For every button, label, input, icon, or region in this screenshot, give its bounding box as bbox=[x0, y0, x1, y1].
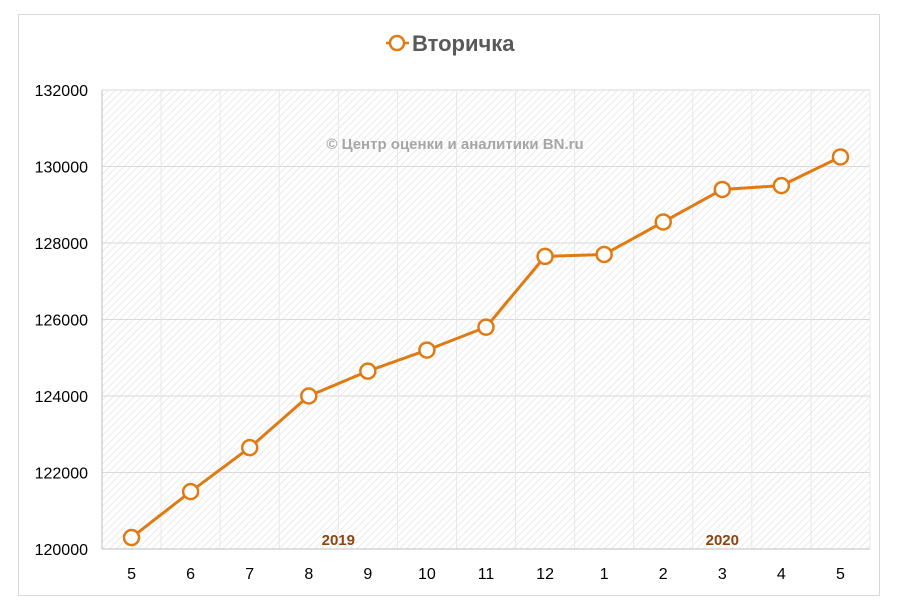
x-tick-label: 3 bbox=[718, 566, 727, 583]
chart-title: Вторичка bbox=[412, 31, 515, 56]
y-tick-label: 126000 bbox=[35, 313, 88, 330]
x-tick-label: 4 bbox=[777, 566, 786, 583]
x-tick-label: 6 bbox=[186, 566, 195, 583]
legend-marker bbox=[388, 34, 406, 52]
data-point bbox=[772, 176, 791, 195]
x-tick-label: 10 bbox=[418, 566, 436, 583]
year-labels: 2019 2020 bbox=[322, 532, 739, 549]
y-tick-label: 122000 bbox=[35, 466, 88, 483]
data-point bbox=[477, 318, 495, 336]
data-point bbox=[300, 387, 318, 405]
axes bbox=[101, 90, 870, 550]
series-vtorichka bbox=[122, 148, 850, 547]
data-point bbox=[240, 438, 259, 457]
watermark: © Центр оценки и аналитики BN.ru bbox=[326, 136, 583, 153]
data-point bbox=[359, 362, 377, 380]
x-axis-ticks: 5 6 7 8 9 10 11 12 1 2 3 4 5 bbox=[127, 566, 845, 583]
data-point bbox=[713, 180, 732, 199]
data-point bbox=[418, 341, 436, 359]
x-tick-label: 7 bbox=[245, 566, 254, 583]
legend: Вторичка bbox=[386, 31, 515, 56]
year-label: 2020 bbox=[706, 532, 739, 549]
y-axis-ticks: 120000 122000 124000 126000 128000 130000 1320… bbox=[35, 83, 88, 559]
x-tick-label: 5 bbox=[836, 566, 845, 583]
x-tick-label: 2 bbox=[659, 566, 668, 583]
x-tick-label: 9 bbox=[363, 566, 372, 583]
data-point bbox=[536, 247, 554, 266]
data-point bbox=[654, 213, 672, 231]
y-tick-label: 124000 bbox=[35, 389, 88, 406]
data-point bbox=[595, 245, 613, 264]
data-point bbox=[831, 148, 850, 166]
x-tick-label: 12 bbox=[536, 566, 554, 583]
x-tick-label: 1 bbox=[600, 566, 609, 583]
y-tick-label: 128000 bbox=[35, 236, 88, 253]
x-tick-label: 8 bbox=[304, 566, 313, 583]
data-point bbox=[122, 528, 141, 547]
y-tick-label: 120000 bbox=[35, 542, 88, 559]
year-label: 2019 bbox=[322, 532, 355, 549]
y-tick-label: 130000 bbox=[35, 160, 88, 177]
y-tick-label: 132000 bbox=[35, 83, 88, 100]
x-tick-label: 5 bbox=[127, 566, 136, 583]
data-point bbox=[181, 482, 200, 501]
x-tick-label: 11 bbox=[478, 566, 495, 583]
